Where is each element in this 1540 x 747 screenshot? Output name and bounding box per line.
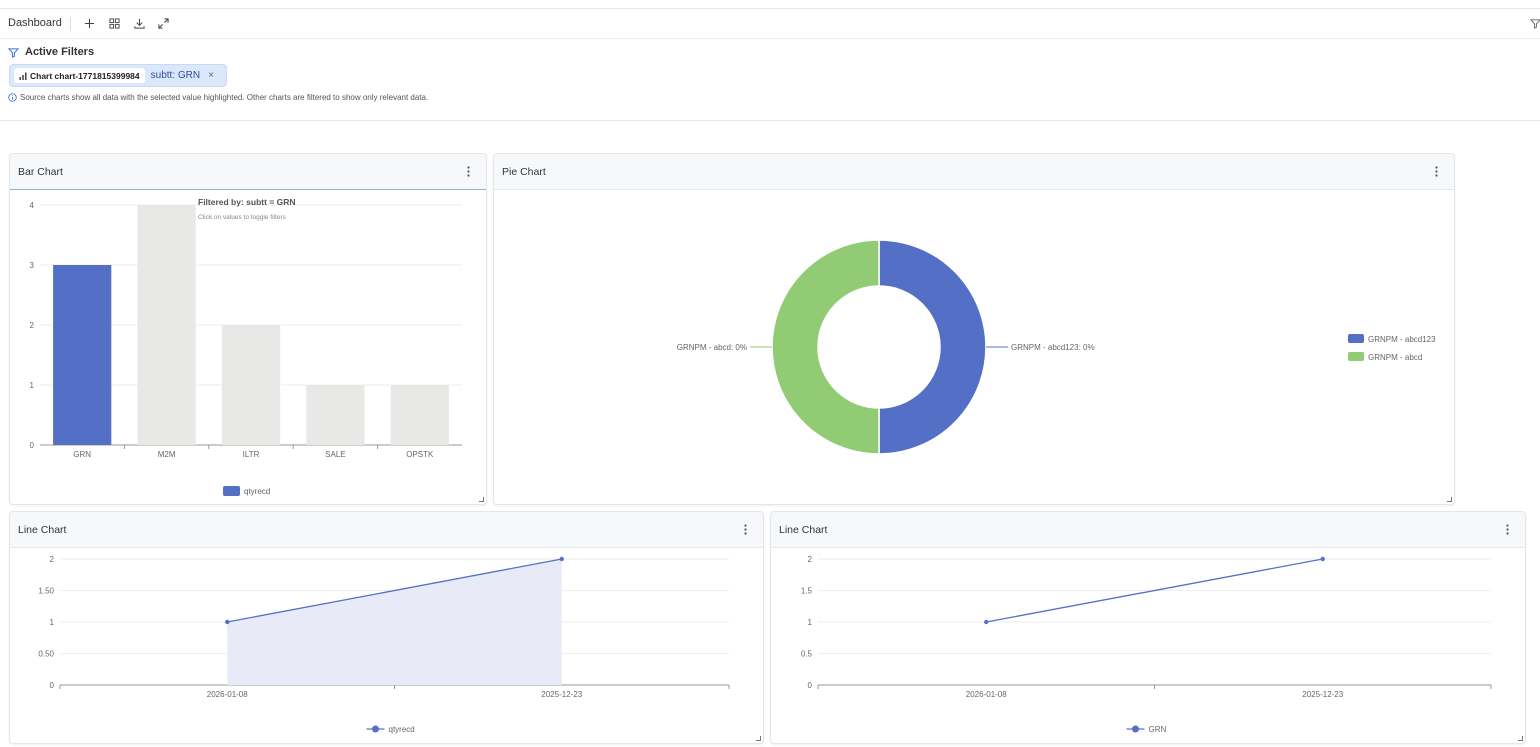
legend-label: qtyrecd (389, 725, 415, 734)
y-tick-label: 0 (808, 681, 813, 690)
y-tick-label: 1 (50, 618, 55, 627)
line-chart-2-menu-icon[interactable] (1503, 522, 1511, 536)
grid-icon[interactable] (106, 15, 122, 31)
filter-chip[interactable]: Chart chart-1771815399984 subtt: GRN × (9, 64, 227, 87)
resize-handle-icon[interactable] (756, 736, 761, 741)
legend-label: GRNPM - abcd (1368, 353, 1422, 362)
legend-label: GRNPM - abcd123 (1368, 335, 1436, 344)
x-tick-label: OPSTK (406, 450, 434, 459)
resize-handle-icon[interactable] (1518, 736, 1523, 741)
series-line (227, 558, 562, 623)
data-point (225, 619, 230, 625)
legend-swatch (223, 486, 240, 496)
plus-icon[interactable] (81, 15, 97, 31)
pie-chart-title: Pie Chart (502, 166, 546, 178)
data-point (559, 556, 564, 562)
y-tick-label: 1.5 (801, 587, 813, 596)
bar-chart-icon (19, 72, 27, 80)
y-tick-label: 2 (30, 321, 35, 330)
bar-chart-menu-icon[interactable] (464, 164, 472, 178)
x-tick-label: 2025-12-23 (1302, 690, 1343, 699)
bar-m2m (137, 205, 196, 445)
dashboard-toolbar: Dashboard (0, 9, 1540, 39)
x-tick-label: SALE (325, 450, 345, 459)
filter-annotation-subtitle: Click on values to toggle filters (198, 214, 287, 221)
filter-chip-close-icon[interactable]: × (208, 70, 214, 81)
x-tick-label: M2M (158, 450, 176, 459)
legend-swatch (1348, 352, 1364, 361)
y-tick-label: 3 (30, 261, 35, 270)
bar-sale (306, 385, 365, 445)
bar-chart: 0 1 2 3 4 GRN M2M ILTR SALE OPSTK Filtered by: sub… (30, 197, 462, 496)
y-tick-label: 0 (30, 441, 35, 450)
line-chart-1: 0 0.50 1 1.50 2 2026-01-08 2025-12-23 qtyrecd (38, 555, 730, 734)
line-chart-panel-2: Line Chart 0 0.5 1 1.5 2 2026-01-08 2025-12-23… (770, 511, 1526, 744)
data-point (984, 619, 989, 625)
pie-slice (878, 239, 987, 455)
y-tick-label: 2 (50, 555, 55, 564)
x-tick-label: ILTR (243, 450, 260, 459)
series-line (986, 558, 1323, 623)
expand-icon[interactable] (155, 15, 171, 31)
line-chart-2-title: Line Chart (779, 524, 828, 536)
legend-label: GRN (1149, 725, 1167, 734)
pie-chart-panel: Pie Chart GRNPM - abcd123: 0% GRNPM - abc… (493, 153, 1455, 505)
filter-chip-source: Chart chart-1771815399984 (14, 68, 145, 83)
y-tick-label: 0.5 (801, 650, 813, 659)
active-filters-heading: Active Filters (8, 46, 94, 58)
x-tick-label: GRN (73, 450, 91, 459)
filter-icon (8, 47, 19, 58)
pie-slice-label: GRNPM - abcd: 0% (677, 343, 747, 352)
line-chart-2-header: Line Chart (771, 512, 1525, 548)
data-point (1320, 556, 1325, 562)
filter-chip-source-label: Chart chart-1771815399984 (30, 70, 140, 81)
y-tick-label: 4 (30, 201, 35, 210)
filter-icon[interactable] (1527, 15, 1540, 31)
y-tick-label: 2 (808, 555, 813, 564)
line-chart-2: 0 0.5 1 1.5 2 2026-01-08 2025-12-23 GRN (801, 555, 1492, 734)
line-chart-panel-1: Line Chart 0 0.50 1 1.50 2 2026-01-08 2025-12-… (9, 511, 764, 744)
active-filters-label: Active Filters (25, 46, 95, 58)
pie-chart-menu-icon[interactable] (1432, 164, 1440, 178)
legend-marker (1132, 725, 1139, 733)
info-icon (8, 93, 17, 102)
filter-info-text: Source charts show all data with the sel… (20, 93, 429, 102)
bar-grn (53, 265, 112, 445)
filter-annotation-title: Filtered by: subtt = GRN (198, 197, 296, 207)
line-chart-1-menu-icon[interactable] (741, 522, 749, 536)
y-tick-label: 0 (50, 681, 55, 690)
legend-swatch (1348, 334, 1364, 343)
bar-chart-title: Bar Chart (18, 166, 63, 178)
pie-chart: GRNPM - abcd123: 0% GRNPM - abcd123 GRNPM … (677, 239, 1436, 455)
bar-chart-header: Bar Chart (10, 154, 486, 190)
toolbar-separator (70, 17, 71, 31)
pie-slice-label: GRNPM - abcd123: 0% (1011, 343, 1095, 352)
y-tick-label: 1 (30, 381, 35, 390)
bar-chart-panel: Bar Chart 0 1 2 3 4 GRN M2M ILTR SALE OPSTK Filter… (9, 153, 487, 505)
y-tick-label: 1 (808, 618, 813, 627)
top-divider (0, 8, 1540, 9)
x-tick-label: 2025-12-23 (541, 690, 582, 699)
dashboard-title: Dashboard (8, 17, 62, 29)
filter-chip-value: subtt: GRN (150, 70, 201, 81)
line-chart-1-header: Line Chart (10, 512, 763, 548)
pie-chart-header: Pie Chart (494, 154, 1454, 190)
legend-marker (372, 725, 379, 733)
resize-handle-icon[interactable] (1447, 497, 1452, 502)
x-tick-label: 2026-01-08 (966, 690, 1007, 699)
y-tick-label: 0.50 (38, 650, 54, 659)
bar-iltr (221, 325, 281, 445)
x-tick-label: 2026-01-08 (207, 690, 248, 699)
legend-label: qtyrecd (244, 487, 270, 496)
bar-opstk (390, 385, 449, 445)
download-icon[interactable] (131, 15, 147, 31)
filter-info-note: Source charts show all data with the sel… (8, 93, 428, 102)
line-chart-1-title: Line Chart (18, 524, 67, 536)
active-filters-bar: Active Filters Chart chart-1771815399984… (0, 40, 1540, 121)
area-fill (227, 559, 562, 685)
pie-slice (771, 239, 880, 455)
y-tick-label: 1.50 (38, 587, 54, 596)
resize-handle-icon[interactable] (479, 497, 484, 502)
